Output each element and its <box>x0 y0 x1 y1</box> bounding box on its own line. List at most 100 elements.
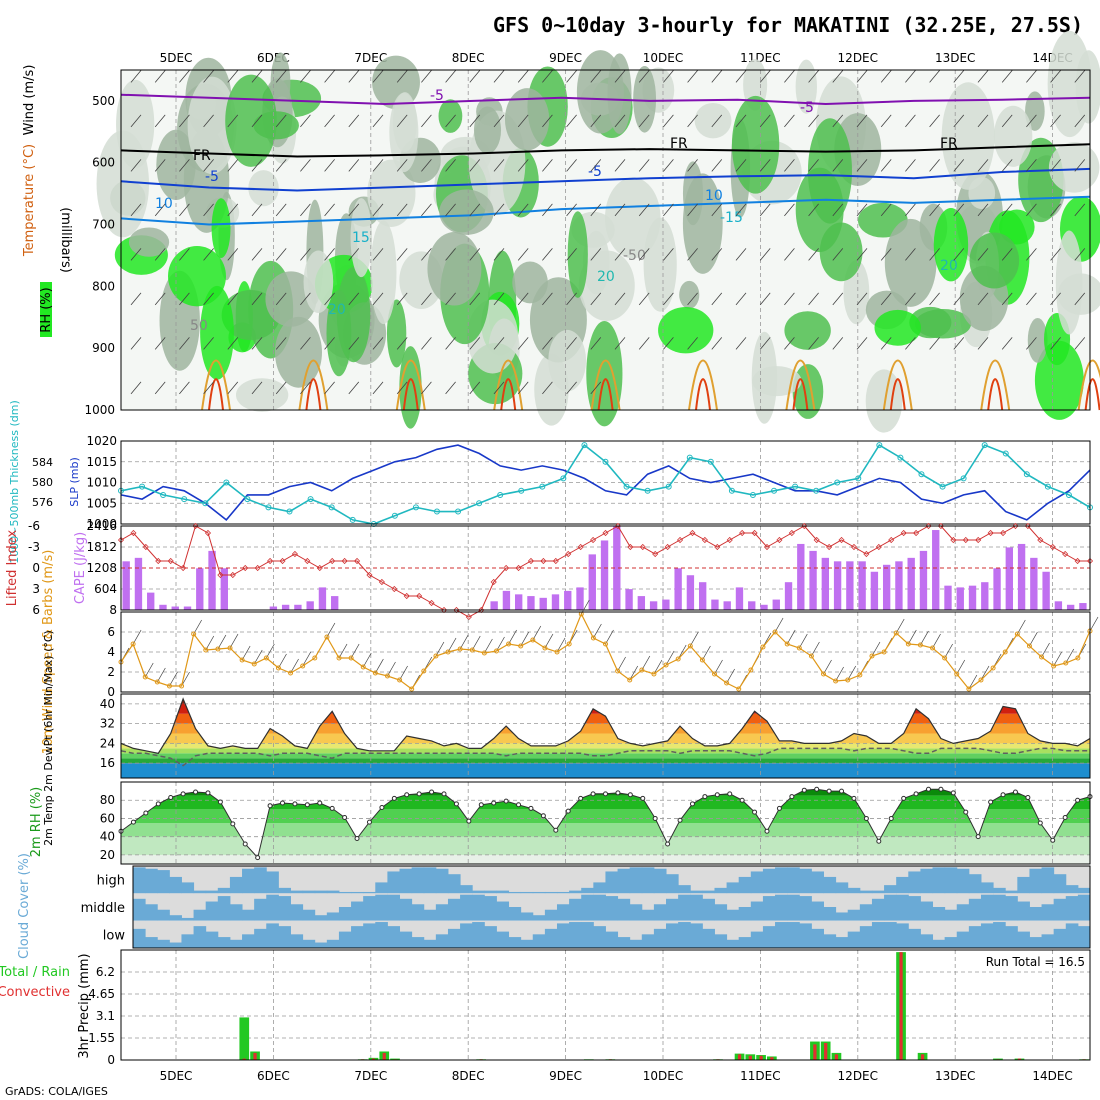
wind-barb <box>324 248 335 261</box>
wind-barb-10m <box>774 617 784 633</box>
wind-barb <box>735 70 747 83</box>
cloud-cell <box>932 939 946 948</box>
rh-point <box>975 834 981 840</box>
precip-conv-bar <box>242 1058 246 1060</box>
rh-point <box>528 805 534 811</box>
wind-barb <box>687 70 698 83</box>
rh-point <box>714 792 720 798</box>
wind-speed-point <box>712 671 718 677</box>
lifted-point <box>590 536 597 544</box>
cloud-cell <box>1017 876 1030 894</box>
wind-barb <box>590 70 602 83</box>
isotherm-t_minus5 <box>120 93 1091 106</box>
rh-point <box>540 813 546 819</box>
cape-bar <box>269 606 278 610</box>
wind-barb <box>324 203 335 217</box>
cloud-cell <box>351 891 364 894</box>
rh-shading <box>576 50 624 134</box>
rh-point <box>478 802 484 808</box>
lifted-point <box>602 529 609 537</box>
cloud-cell <box>569 898 582 921</box>
cloud-cell <box>1029 907 1043 921</box>
cloud-cell <box>302 890 316 894</box>
wind-barb <box>227 381 239 395</box>
lifted-point <box>180 564 187 572</box>
rh-shading <box>567 211 588 298</box>
cloud-cell <box>799 896 812 921</box>
rh-shading <box>1027 317 1048 363</box>
rh-point <box>230 821 236 827</box>
wind-barb <box>324 381 335 395</box>
cape-bar <box>220 568 228 610</box>
lifted-point <box>875 543 882 551</box>
wind-barb-10m <box>157 667 166 683</box>
wind-barb <box>638 70 650 83</box>
rh-shading <box>512 261 548 304</box>
wind-barb <box>711 337 723 350</box>
lifted-point <box>739 529 746 537</box>
wind-barb-10m <box>1041 642 1050 658</box>
cloud-cell <box>762 896 776 921</box>
lifted-point <box>676 536 684 544</box>
wind-barb <box>130 114 142 128</box>
wind-barb <box>372 292 384 306</box>
cloud-cell <box>205 890 219 894</box>
cloud-cell <box>338 891 352 894</box>
cloud-cell <box>823 876 837 894</box>
wind-barb <box>251 70 263 83</box>
cloud-cell <box>1029 868 1043 894</box>
cloud-cell <box>569 890 582 894</box>
cloud-panel: high middle low Cloud Cover (%) <box>17 853 1091 959</box>
wind-speed-point <box>191 631 197 637</box>
wind-barb-10m <box>229 633 239 649</box>
cape-bar <box>772 599 780 610</box>
wind-barb <box>493 159 505 172</box>
wind-speed-point <box>421 668 427 674</box>
cloud-cell <box>823 907 837 921</box>
cloud-cell <box>399 898 413 921</box>
cloud-cell <box>750 931 764 948</box>
pressure-tick: 800 <box>92 279 115 293</box>
cape-bar <box>306 601 314 610</box>
cloud-cell <box>581 894 594 921</box>
cloud-cell <box>326 939 340 948</box>
cape-bar <box>637 596 646 610</box>
upper-air-frame <box>120 69 1091 411</box>
lifted-point <box>962 536 969 544</box>
wind-barb <box>977 70 989 83</box>
cloud-cell <box>302 909 316 921</box>
cloud-cell <box>290 904 304 921</box>
wind-barb <box>735 114 747 128</box>
wind-barb <box>1074 114 1086 128</box>
rh-point <box>826 788 832 794</box>
wind-barb <box>590 203 602 217</box>
wind-barb-10m <box>677 644 687 660</box>
date-tick-bottom: 8DEC <box>452 1069 485 1083</box>
credit-label: GrADS: COLA/IGES <box>5 1085 108 1098</box>
pressure-tick: 1000 <box>84 403 115 417</box>
cape-bar <box>147 592 155 610</box>
slp-frame <box>120 440 1091 525</box>
wind-barb <box>130 248 142 261</box>
rh-point <box>205 790 211 796</box>
isotherm-25 <box>1077 359 1100 411</box>
rh-point <box>665 841 671 847</box>
wind-barb-10m <box>435 641 445 657</box>
rh-point <box>963 809 969 815</box>
wind-barb <box>275 381 287 395</box>
cloud-cell <box>787 922 800 948</box>
wind-barb <box>711 114 723 128</box>
rh-shading <box>578 250 635 321</box>
wind-speed-point <box>942 655 948 661</box>
temp-axis-label: 2m Temp 2m DewPt (6hr Min/Max) (°C) <box>42 630 55 846</box>
wind-speed-point <box>239 657 245 663</box>
cape-bar <box>748 601 756 610</box>
precip-legend-total: Total / Rain <box>0 965 70 980</box>
wind-barb <box>469 203 481 217</box>
cloud-cell <box>411 937 425 948</box>
wind-speed-point <box>445 649 451 655</box>
cloud-cell <box>1065 896 1079 921</box>
precip-conv-bar <box>824 1042 828 1060</box>
cape-bar <box>331 596 339 610</box>
